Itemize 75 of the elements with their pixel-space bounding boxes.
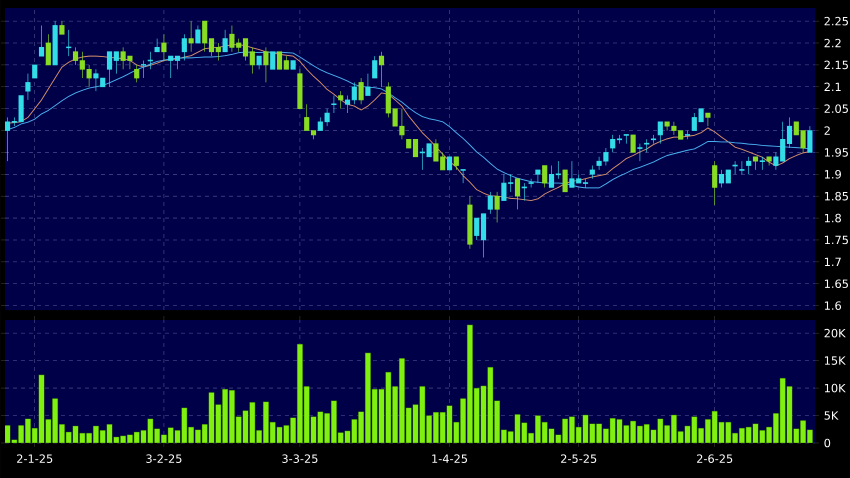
x-tick-label: 2-1-25 xyxy=(17,454,52,463)
candlestick xyxy=(38,25,44,56)
candlestick xyxy=(807,126,812,153)
candlestick xyxy=(514,178,520,210)
candlestick xyxy=(684,130,690,140)
y-tick-label: 1.9 xyxy=(824,170,841,179)
candlestick xyxy=(658,121,663,144)
candlestick xyxy=(161,34,166,61)
y-tick-label: 5K xyxy=(824,411,839,420)
x-tick-label: 1-4-25 xyxy=(432,454,468,463)
candlestick xyxy=(32,64,38,78)
candlestick xyxy=(140,60,146,78)
y-tick-label: 15K xyxy=(824,356,846,365)
candlestick xyxy=(256,56,262,70)
y-tick-label: 1.75 xyxy=(824,236,848,244)
candlestick xyxy=(630,134,636,153)
candlestick xyxy=(25,73,31,100)
candlestick xyxy=(297,68,302,110)
y-tick-label: 1.65 xyxy=(824,279,848,288)
candlestick xyxy=(467,196,472,250)
candlestick xyxy=(454,156,459,170)
candlestick xyxy=(290,60,296,70)
candlestick xyxy=(488,191,493,214)
candlestick xyxy=(535,170,540,184)
candlestick xyxy=(446,156,452,170)
candlestick xyxy=(596,156,602,170)
candlestick xyxy=(195,25,200,44)
candlestick xyxy=(712,160,718,206)
candlestick xyxy=(399,108,404,140)
y-tick-label: 1.95 xyxy=(824,148,848,157)
candlestick xyxy=(263,47,268,83)
candlestick xyxy=(46,34,51,66)
candlestick xyxy=(562,170,568,192)
y-tick-label: 10K xyxy=(824,384,846,392)
x-tick-label: 2-6-25 xyxy=(697,454,732,463)
y-tick-label: 20K xyxy=(824,328,846,338)
candlestick xyxy=(752,156,758,170)
candlestick xyxy=(650,134,656,144)
candlestick xyxy=(358,78,364,105)
y-tick-label: 1.7 xyxy=(824,258,841,266)
x-tick-label: 2-5-25 xyxy=(561,454,596,463)
candlestick xyxy=(766,156,772,166)
candlestick xyxy=(603,148,608,166)
candlestick xyxy=(270,51,276,70)
candlestick xyxy=(52,20,58,66)
candlestick xyxy=(705,112,710,127)
candlestick xyxy=(182,34,187,61)
x-tick-label: 3-2-25 xyxy=(146,454,182,463)
x-tick-label: 3-3-25 xyxy=(282,454,318,463)
y-tick-label: 2.25 xyxy=(824,16,848,26)
y-tick-label: 2.05 xyxy=(824,104,848,113)
candlestick xyxy=(365,73,370,96)
y-tick-label: 0 xyxy=(824,438,830,448)
candlestick xyxy=(127,56,133,70)
candlestick xyxy=(664,121,670,131)
y-tick-label: 1.6 xyxy=(824,301,842,310)
candlestick xyxy=(59,20,65,35)
candlestick xyxy=(590,165,595,180)
y-tick-label: 1.85 xyxy=(824,192,848,200)
candlestick xyxy=(746,156,752,175)
y-tick-label: 2 xyxy=(824,126,830,135)
candlestick xyxy=(494,191,500,223)
y-tick-label: 2.15 xyxy=(824,60,848,70)
y-tick-label: 2.2 xyxy=(824,38,841,48)
candlestick xyxy=(222,30,228,52)
candlestick xyxy=(120,47,126,70)
candlestick xyxy=(624,134,629,144)
candlestick xyxy=(378,51,384,88)
candlestick xyxy=(154,38,160,52)
candlestick xyxy=(338,90,344,110)
y-tick-label: 2.1 xyxy=(824,82,841,91)
candlestick xyxy=(372,56,378,78)
y-tick-label: 1.8 xyxy=(824,214,841,222)
candlestick xyxy=(542,165,548,188)
candlestick xyxy=(134,64,140,83)
